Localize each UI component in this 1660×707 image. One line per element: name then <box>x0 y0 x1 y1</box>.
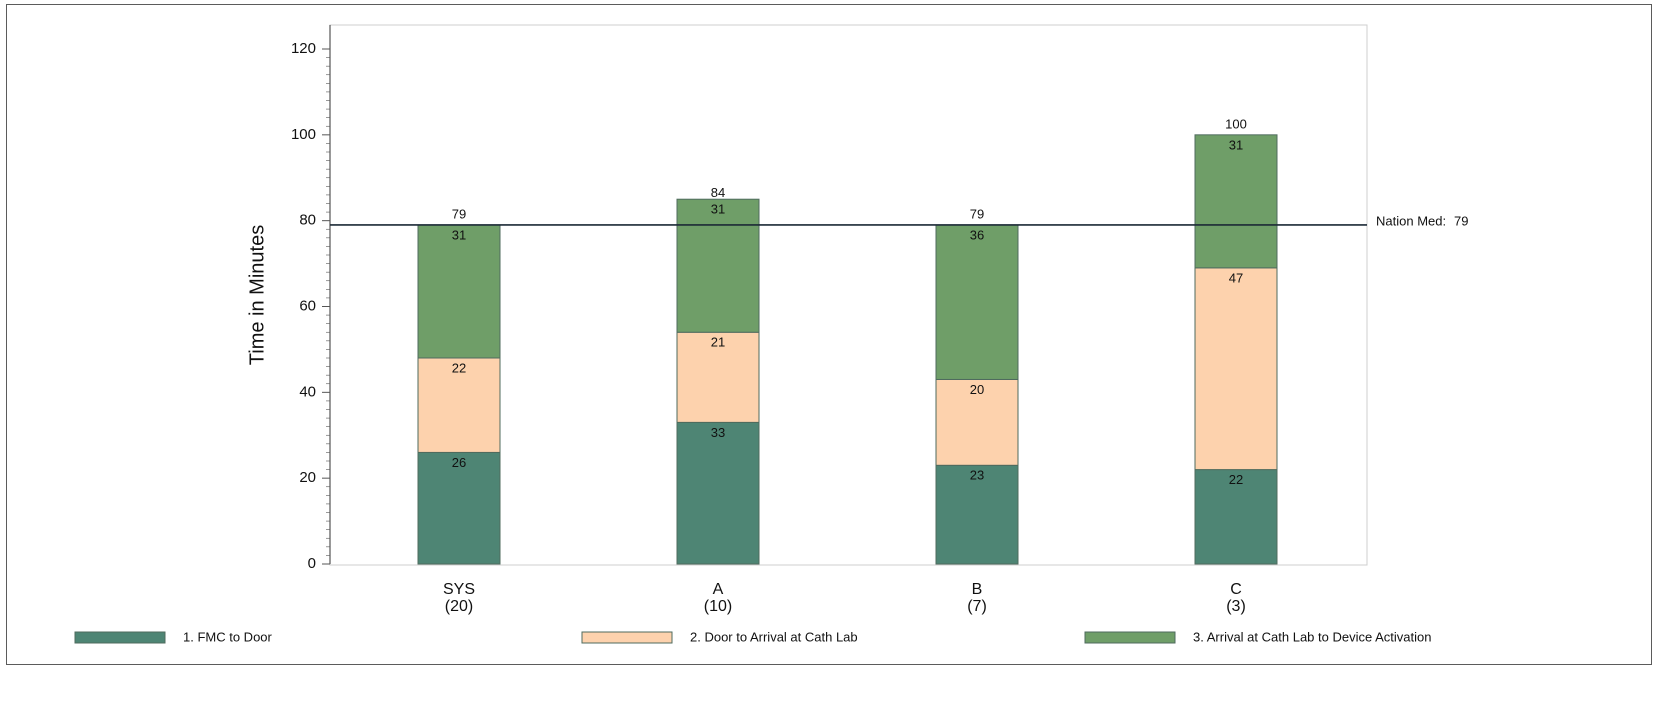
segment-value-label: 47 <box>1229 270 1243 285</box>
bar-segment <box>417 357 501 453</box>
bar-segment <box>935 378 1019 466</box>
bar-total-label: 84 <box>711 185 725 200</box>
y-tick-label: 100 <box>291 126 316 143</box>
legend-swatch <box>1084 631 1176 644</box>
segment-value-label: 22 <box>1229 472 1243 487</box>
plot-area <box>329 24 1368 566</box>
reference-line-label: Nation Med: <box>1376 213 1446 228</box>
segment-value-label: 21 <box>711 335 725 350</box>
bar-segment <box>676 331 760 423</box>
segment-value-label: 31 <box>711 202 725 217</box>
segment-value-label: 31 <box>1229 137 1243 152</box>
legend-swatch <box>74 631 166 644</box>
chart-frame: 0 20 40 60 80 100 120 Time in Minutes 26 22 31 79… <box>6 4 1652 665</box>
y-axis-label: Time in Minutes <box>246 225 268 365</box>
x-axis-labels: SYS(20) A(10) B(7) C(3) <box>443 581 1246 615</box>
x-tick-label: A <box>713 581 724 598</box>
legend-label: 2. Door to Arrival at Cath Lab <box>690 629 858 644</box>
bar-segment <box>935 224 1019 380</box>
legend-swatch <box>581 631 673 644</box>
reference-line-group: Nation Med: 79 <box>330 213 1468 228</box>
x-tick-count: (7) <box>967 598 987 615</box>
legend: 1. FMC to Door 2. Door to Arrival at Cath… <box>74 629 1431 644</box>
segment-value-label: 20 <box>970 382 984 397</box>
legend-label: 3. Arrival at Cath Lab to Device Activat… <box>1193 629 1431 644</box>
legend-label: 1. FMC to Door <box>183 629 273 644</box>
segment-value-label: 36 <box>970 227 984 242</box>
x-tick-count: (20) <box>445 598 473 615</box>
bar-total-label: 79 <box>452 206 466 221</box>
y-tick-label: 60 <box>299 297 316 314</box>
bar-segment <box>1194 267 1278 471</box>
bar-total-label: 100 <box>1225 116 1247 131</box>
x-tick-label: SYS <box>443 581 475 598</box>
y-axis: 0 20 40 60 80 100 120 <box>291 25 331 572</box>
segment-value-label: 33 <box>711 425 725 440</box>
y-tick-label: 20 <box>299 469 316 486</box>
bars: 26 22 31 79 33 21 31 84 23 20 36 79 22 47 31 100 <box>417 116 1278 565</box>
bar-segment <box>676 421 760 565</box>
y-tick-label: 40 <box>299 383 316 400</box>
bar-segment <box>1194 134 1278 269</box>
x-tick-label: B <box>972 581 983 598</box>
x-tick-count: (10) <box>704 598 732 615</box>
bar-segment <box>676 198 760 333</box>
segment-value-label: 22 <box>452 360 466 375</box>
bar-segment <box>417 224 501 359</box>
segment-value-label: 31 <box>452 227 466 242</box>
x-tick-count: (3) <box>1226 598 1246 615</box>
x-tick-label: C <box>1230 581 1242 598</box>
y-tick-label: 0 <box>308 555 316 572</box>
reference-line-value: 79 <box>1454 213 1468 228</box>
stacked-bar-chart: 0 20 40 60 80 100 120 Time in Minutes 26 22 31 79… <box>74 24 1468 644</box>
segment-value-label: 23 <box>970 468 984 483</box>
segment-value-label: 26 <box>452 455 466 470</box>
y-tick-label: 120 <box>291 40 316 57</box>
bar-total-label: 79 <box>970 206 984 221</box>
y-tick-label: 80 <box>299 212 316 229</box>
